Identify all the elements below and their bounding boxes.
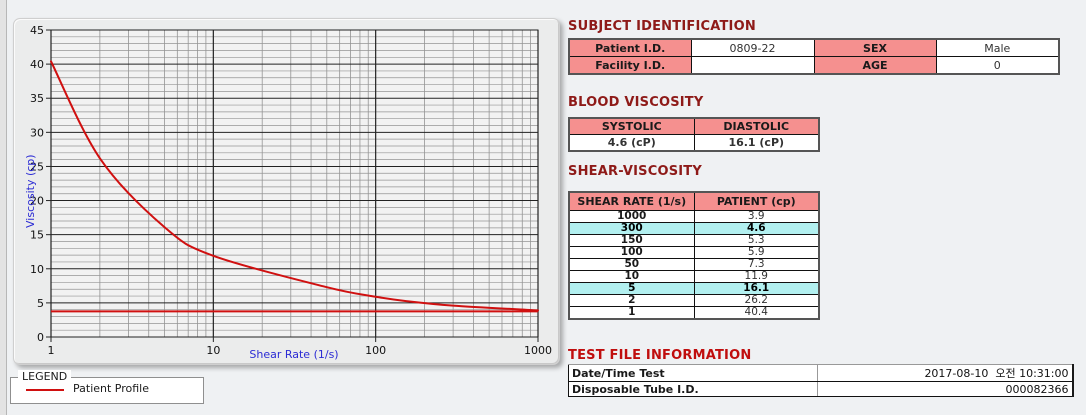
date-time-test-label: Date/Time Test [568,364,818,382]
shear-rate-cell: 10 [568,270,695,283]
patient-viscosity-cell: 3.9 [693,210,820,223]
patient-profile-curve [50,60,539,312]
table-row: Disposable Tube I.D. 000082366 [568,381,1074,397]
table-row: SYSTOLIC DIASTOLIC [568,117,820,135]
shear-rate-cell: 50 [568,258,695,271]
x-tick-label: 1 [48,344,55,357]
facility-id-label: Facility I.D. [568,56,692,75]
chart-legend: LEGEND Patient Profile [10,370,204,404]
table-header-row: SHEAR RATE (1/s) PATIENT (cp) [568,191,820,211]
x-tick-label: 10 [206,344,220,357]
y-tick-label: 45 [30,24,44,37]
shear-viscosity-table: SHEAR RATE (1/s) PATIENT (cp) 1000 3.9 300… [568,191,820,320]
viscosity-chart-panel: 0 5 10 15 20 25 30 35 40 45 1 10 100 1000 Shear Rate … [13,18,560,365]
facility-id-value [690,56,815,75]
shear-rate-cell: 2 [568,294,695,307]
patient-viscosity-cell: 4.6 [693,222,820,235]
viscosity-vs-shear-rate-chart: 0 5 10 15 20 25 30 35 40 45 1 10 100 1000 [30,24,552,357]
patient-viscosity-cell: 7.3 [693,258,820,271]
shear-viscosity-row: 1 40.4 [568,306,820,320]
table-row: Facility I.D. AGE 0 [568,56,1060,75]
diastolic-header: DIASTOLIC [693,117,820,135]
patient-viscosity-cell: 40.4 [693,306,820,320]
disposable-tube-id-label: Disposable Tube I.D. [568,381,818,397]
patient-profile-line-sample [26,389,64,391]
x-axis-title: Shear Rate (1/s) [249,348,339,361]
shear-viscosity-row: 5 16.1 [568,282,820,295]
y-tick-label: 5 [37,297,44,310]
test-file-information-title: TEST FILE INFORMATION [568,348,752,363]
shear-rate-cell: 1000 [568,210,695,223]
table-row: 4.6 (cP) 16.1 (cP) [568,134,820,152]
date-time-test-value: 2017-08-10 오전 10:31:00 [817,364,1074,382]
x-tick-label: 1000 [524,344,552,357]
shear-viscosity-row: 300 4.6 [568,222,820,235]
shear-viscosity-title: SHEAR-VISCOSITY [568,164,702,179]
subject-identification-table: Patient I.D. 0809-22 SEX Male Facility I… [568,38,1060,75]
patient-viscosity-cell: 16.1 [693,282,820,295]
patient-viscosity-cell: 5.9 [693,246,820,259]
legend-caption: LEGEND [18,370,72,383]
shear-viscosity-row: 100 5.9 [568,246,820,259]
age-value: 0 [935,56,1060,75]
x-tick-label: 100 [365,344,386,357]
y-tick-label: 10 [30,263,44,276]
systolic-header: SYSTOLIC [568,117,695,135]
y-tick-label: 20 [30,195,44,208]
window-edge [0,0,7,415]
sex-label: SEX [813,38,937,57]
y-tick-label: 0 [37,331,44,344]
shear-viscosity-row: 2 26.2 [568,294,820,307]
shear-rate-cell: 1 [568,306,695,320]
shear-viscosity-row: 150 5.3 [568,234,820,247]
y-tick-label: 15 [30,229,44,242]
shear-rate-cell: 100 [568,246,695,259]
diastolic-value: 16.1 (cP) [693,134,820,152]
table-row: Patient I.D. 0809-22 SEX Male [568,38,1060,57]
y-tick-label: 40 [30,58,44,71]
blood-viscosity-title: BLOOD VISCOSITY [568,95,704,110]
patient-id-label: Patient I.D. [568,38,692,57]
patient-viscosity-cell: 11.9 [693,270,820,283]
shear-rate-cell: 5 [568,282,695,295]
sex-value: Male [935,38,1060,57]
patient-id-value: 0809-22 [690,38,815,57]
legend-series-label: Patient Profile [73,382,150,395]
age-label: AGE [813,56,937,75]
patient-viscosity-cell: 5.3 [693,234,820,247]
test-file-information-table: Date/Time Test 2017-08-10 오전 10:31:00 Di… [568,364,1074,397]
plot-area [51,30,538,337]
shear-rate-cell: 300 [568,222,695,235]
shear-viscosity-row: 1000 3.9 [568,210,820,223]
patient-viscosity-cell: 26.2 [693,294,820,307]
patient-cp-header: PATIENT (cp) [693,191,820,211]
y-tick-label: 30 [30,126,44,139]
y-tick-label: 25 [30,160,44,173]
blood-viscosity-table: SYSTOLIC DIASTOLIC 4.6 (cP) 16.1 (cP) [568,117,820,152]
systolic-value: 4.6 (cP) [568,134,695,152]
y-axis-title: Viscosity (cp) [24,154,37,228]
subject-identification-title: SUBJECT IDENTIFICATION [568,19,756,34]
shear-viscosity-row: 10 11.9 [568,270,820,283]
table-row: Date/Time Test 2017-08-10 오전 10:31:00 [568,364,1074,382]
y-tick-label: 35 [30,92,44,105]
shear-viscosity-row: 50 7.3 [568,258,820,271]
disposable-tube-id-value: 000082366 [817,381,1074,397]
shear-rate-header: SHEAR RATE (1/s) [568,191,695,211]
shear-rate-cell: 150 [568,234,695,247]
